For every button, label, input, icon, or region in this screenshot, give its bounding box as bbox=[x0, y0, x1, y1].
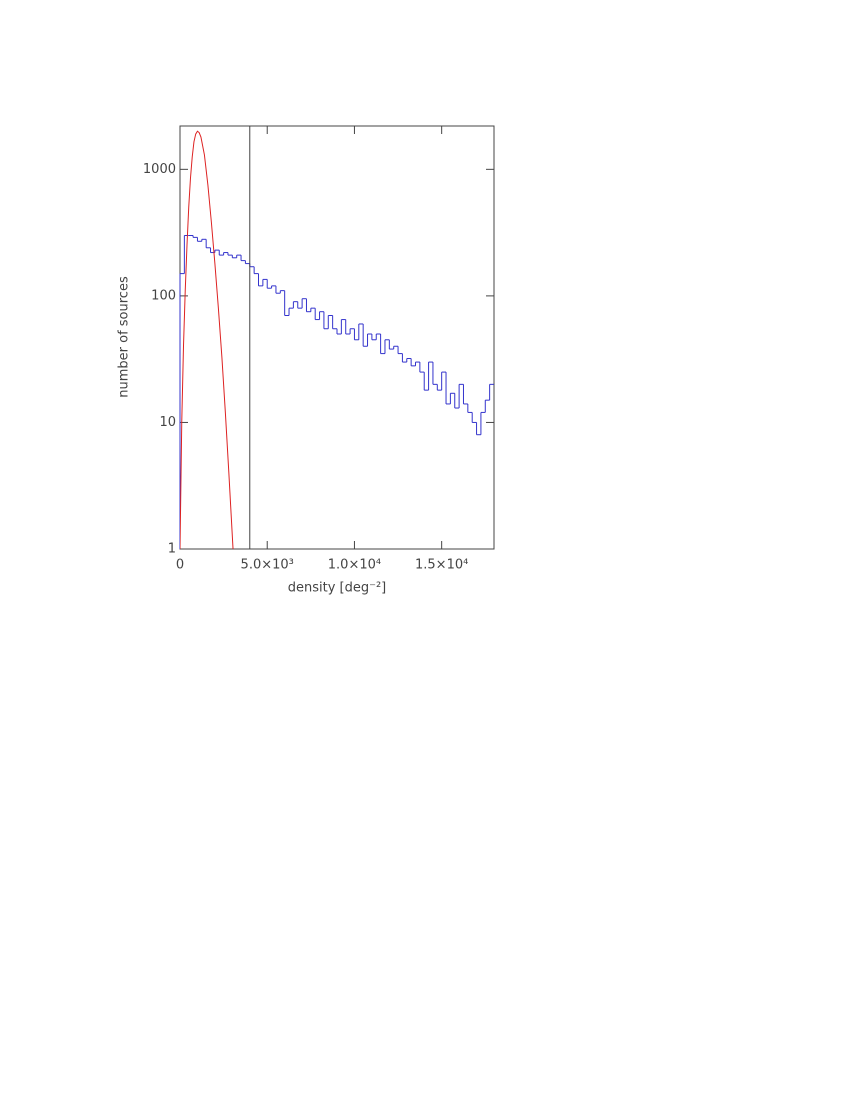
y-tick-label: 1 bbox=[168, 542, 176, 557]
model-curve bbox=[180, 130, 234, 549]
x-axis-label: density [deg⁻²] bbox=[288, 581, 387, 596]
y-tick-label: 1000 bbox=[143, 162, 176, 177]
y-tick-label: 100 bbox=[151, 288, 176, 303]
y-axis-label: number of sources bbox=[117, 276, 132, 398]
plot-frame bbox=[179, 125, 495, 550]
x-tick-label: 5.0×10³ bbox=[241, 558, 294, 573]
x-tick-label: 1.5×10⁴ bbox=[415, 558, 468, 573]
y-tick-label: 10 bbox=[159, 415, 176, 430]
x-tick-label: 1.0×10⁴ bbox=[328, 558, 381, 573]
x-tick-label: 0 bbox=[176, 558, 184, 573]
